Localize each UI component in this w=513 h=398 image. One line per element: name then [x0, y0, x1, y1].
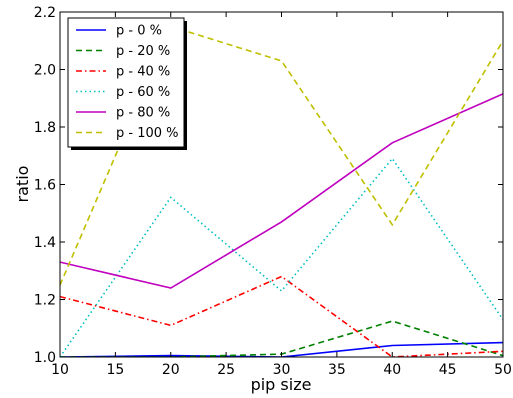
y-tick-label: 1.6: [34, 178, 56, 194]
legend-label: p - 0 %: [116, 24, 162, 39]
x-tick-label: 50: [494, 362, 512, 378]
x-tick-label: 35: [328, 362, 346, 378]
y-tick-label: 1.4: [34, 235, 56, 251]
x-tick-label: 20: [162, 362, 180, 378]
legend-label: p - 100 %: [116, 126, 179, 141]
y-tick-label: 1.0: [34, 350, 56, 366]
series-line-p-0: [60, 341, 503, 357]
series-line-p-60: [60, 157, 503, 357]
series-line-p-40: [60, 275, 503, 357]
x-axis-title: pip size: [251, 375, 312, 394]
x-tick-label: 30: [273, 362, 291, 378]
y-tick-label: 2.2: [34, 5, 56, 21]
legend-label: p - 40 %: [116, 65, 170, 80]
x-tick-label: 45: [439, 362, 457, 378]
y-tick-label: 2.0: [34, 63, 56, 79]
y-tick-label: 1.2: [34, 293, 56, 309]
y-axis-title: ratio: [13, 166, 32, 203]
legend-label: p - 60 %: [116, 85, 170, 100]
legend-box: [67, 17, 185, 148]
series-line-p-80: [60, 93, 503, 289]
legend-label: p - 20 %: [116, 44, 170, 59]
axis-layer: 10 15 20 25 30 35 40 45 50 1.0 1.2 1.4 1.6 1.8 2.0 2.2: [34, 5, 512, 378]
legend-label: p - 80 %: [116, 106, 170, 121]
x-tick-label: 25: [217, 362, 235, 378]
x-tick-label: 15: [106, 362, 124, 378]
x-tick-label: 10: [51, 362, 69, 378]
y-tick-label: 1.8: [34, 120, 56, 136]
x-tick-label: 40: [383, 362, 401, 378]
legend: p - 0 % p - 20 % p - 40 % p - 60 % p - 80 % p…: [67, 17, 187, 150]
